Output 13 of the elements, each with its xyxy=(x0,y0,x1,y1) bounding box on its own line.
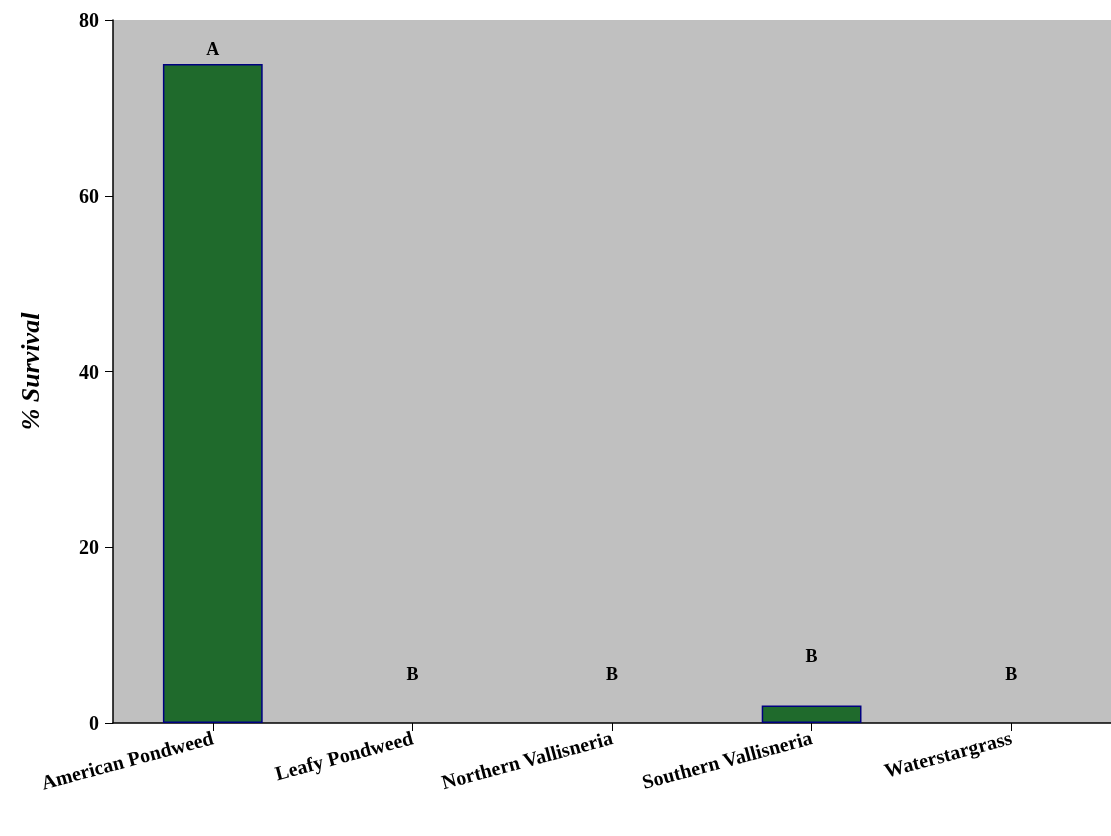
data-label: B xyxy=(805,646,818,667)
y-tick-label: 80 xyxy=(79,9,99,31)
x-tick-label: Northern Vallisneria xyxy=(439,726,615,794)
x-tick-label: Southern Vallisneria xyxy=(639,726,815,793)
y-axis-title: % Survival xyxy=(15,311,45,431)
y-tick-label: 40 xyxy=(79,360,99,383)
data-label: A xyxy=(206,38,220,59)
y-tick-label: 60 xyxy=(79,184,99,207)
y-tick-label: 0 xyxy=(89,712,99,734)
y-tick-label: 20 xyxy=(79,536,99,559)
data-label: B xyxy=(1005,664,1018,684)
data-label: B xyxy=(605,664,619,684)
data-label: B xyxy=(406,664,419,684)
